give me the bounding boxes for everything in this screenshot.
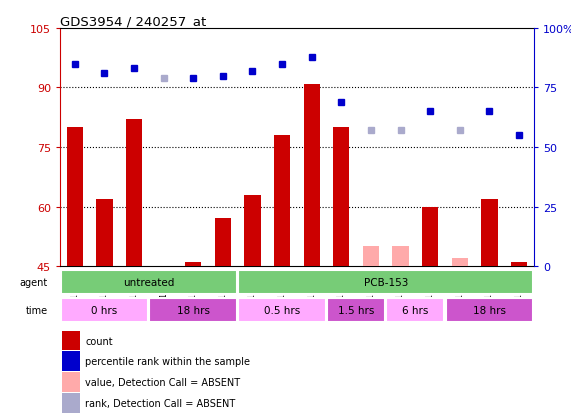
Bar bbox=[62, 393, 80, 413]
Bar bbox=[185, 262, 202, 266]
Text: untreated: untreated bbox=[123, 278, 175, 287]
Text: percentile rank within the sample: percentile rank within the sample bbox=[85, 356, 250, 366]
Bar bbox=[62, 351, 80, 371]
Text: 6 hrs: 6 hrs bbox=[402, 305, 429, 315]
Text: 0.5 hrs: 0.5 hrs bbox=[264, 305, 300, 315]
Bar bbox=[62, 372, 80, 392]
Text: 1.5 hrs: 1.5 hrs bbox=[338, 305, 375, 315]
Bar bbox=[274, 136, 290, 266]
Bar bbox=[511, 262, 527, 266]
Bar bbox=[481, 199, 497, 266]
Bar bbox=[61, 271, 237, 294]
Text: count: count bbox=[85, 336, 112, 346]
Text: rank, Detection Call = ABSENT: rank, Detection Call = ABSENT bbox=[85, 398, 235, 408]
Bar bbox=[392, 247, 409, 266]
Bar bbox=[422, 207, 439, 266]
Bar bbox=[363, 247, 379, 266]
Bar bbox=[452, 259, 468, 266]
Text: 18 hrs: 18 hrs bbox=[177, 305, 210, 315]
Bar bbox=[387, 298, 444, 322]
Text: PCB-153: PCB-153 bbox=[364, 278, 408, 287]
Bar bbox=[238, 271, 533, 294]
Bar bbox=[150, 298, 237, 322]
Text: agent: agent bbox=[20, 278, 48, 287]
Bar bbox=[445, 298, 533, 322]
Bar bbox=[215, 219, 231, 266]
Bar bbox=[67, 128, 83, 266]
Bar bbox=[61, 298, 148, 322]
Bar bbox=[238, 298, 326, 322]
Text: 0 hrs: 0 hrs bbox=[91, 305, 118, 315]
Text: 18 hrs: 18 hrs bbox=[473, 305, 506, 315]
Bar bbox=[62, 331, 80, 351]
Bar bbox=[304, 84, 320, 266]
Text: time: time bbox=[26, 305, 48, 315]
Bar bbox=[333, 128, 349, 266]
Bar bbox=[126, 120, 142, 266]
Bar bbox=[327, 298, 385, 322]
Bar bbox=[244, 195, 260, 266]
Text: GDS3954 / 240257_at: GDS3954 / 240257_at bbox=[60, 15, 206, 28]
Text: value, Detection Call = ABSENT: value, Detection Call = ABSENT bbox=[85, 377, 240, 387]
Bar bbox=[96, 199, 112, 266]
